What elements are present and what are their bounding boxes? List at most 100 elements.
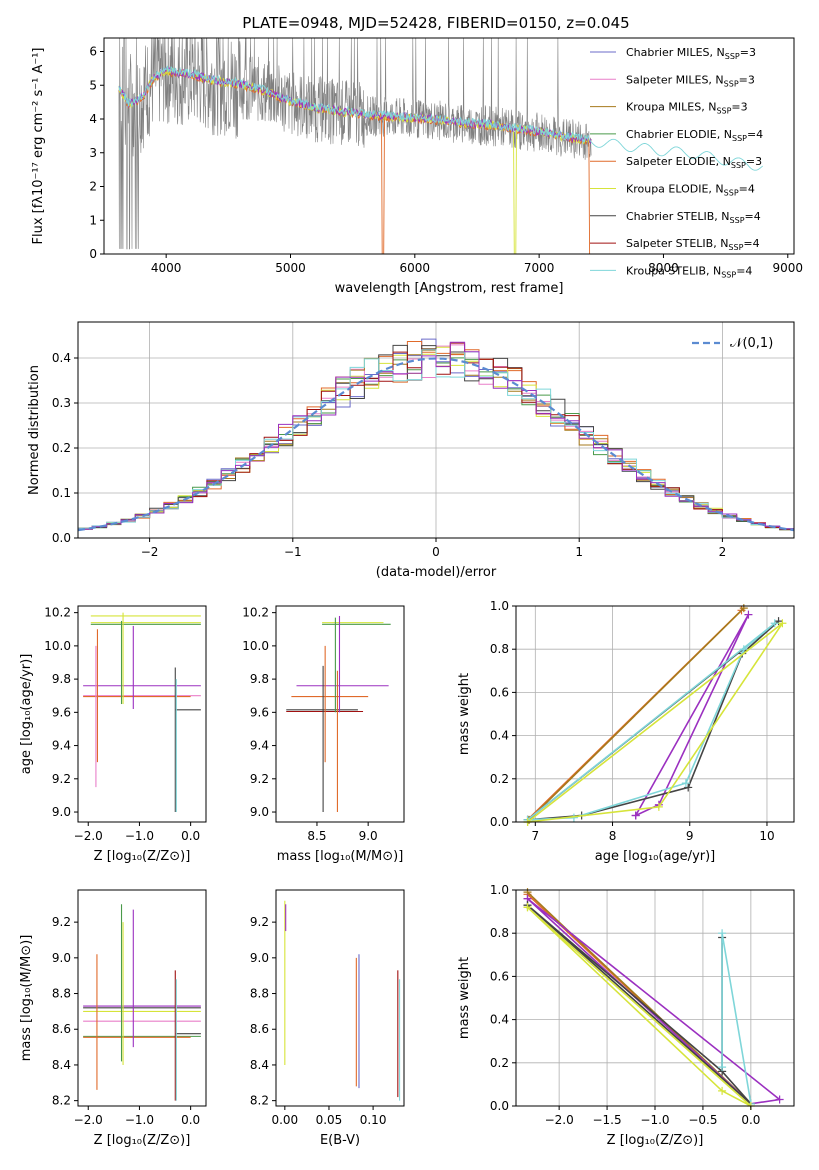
mass_vs_ebv-panel: 0.00 0.05 0.10 8.2 8.4 8.6 8.8 9.0 9.2 E(B-V) [250,889,405,1148]
y-tick-label: 1.0 [490,599,509,613]
normal-curve [77,357,795,532]
y-tick-label: 10.0 [44,639,71,653]
x-axis-label: mass [log₁₀(M/M⊙)] [277,849,404,864]
mass_vs_z-panel: −2.0 −1.0 0.0 8.2 8.4 8.6 8.8 9.0 9.2 Z [log₁₀(Z/… [19,889,207,1148]
legend-entry: Chabrier ELODIE, NSSP=4 [626,128,763,143]
x-tick-label: 9000 [773,261,804,275]
y-axis-label: mass weight [457,673,472,755]
y-tick-label: 0.8 [490,642,509,656]
y-tick-label: 9.8 [250,672,269,686]
x-axis-label: Z [log₁₀(Z/Z⊙)] [94,849,191,864]
x-axis-label: Z [log₁₀(Z/Z⊙)] [607,1133,704,1148]
y-tick-label: 2 [89,180,97,194]
y-tick-label: 9.6 [52,705,71,719]
weight-point-marker [770,619,779,628]
y-axis-label: age [log₁₀(age/yr)] [19,654,34,775]
model-spectrum-line [118,67,592,254]
y-tick-label: 3 [89,146,97,160]
x-tick-label: 7 [531,829,539,843]
weight-point-marker [744,610,753,619]
y-tick-label: 9.0 [250,805,269,819]
weight-point-marker [523,903,532,912]
residuals-panel: −2 −1 0 1 2 0.0 0.1 0.2 0.3 0.4 (data-model)/error… [27,321,795,580]
y-tick-label: 8.6 [250,1022,269,1036]
y-tick-label: 9.2 [250,772,269,786]
y-tick-label: 0.4 [490,729,509,743]
x-tick-label: 0.00 [271,1113,298,1127]
y-tick-label: 10.0 [242,639,269,653]
y-axis-label: Flux [fλ10⁻¹⁷ erg cm⁻² s⁻¹ A⁻¹] [31,48,46,245]
weight-series-line [721,933,752,1104]
legend-entry: Kroupa ELODIE, NSSP=4 [626,183,755,198]
y-tick-label: 9.0 [52,951,71,965]
weight-series-line [526,906,752,1107]
y-tick-label: 5 [89,78,97,92]
x-tick-label: −2.0 [74,829,103,843]
weight-point-marker [718,929,727,938]
y-tick-label: 9.0 [250,951,269,965]
weight-series-line [526,897,782,1105]
y-tick-label: 0.8 [490,926,509,940]
y-axis-label: mass weight [457,957,472,1039]
y-tick-label: 4 [89,112,97,126]
x-tick-label: 7000 [524,261,555,275]
x-tick-label: 10 [759,829,774,843]
weight-point-marker [739,645,748,654]
axes-frame [275,889,405,1107]
x-tick-label: −0.5 [688,1113,717,1127]
x-tick-label: 0.0 [741,1113,760,1127]
y-tick-label: 0.0 [52,531,71,545]
y-tick-label: 8.8 [250,987,269,1001]
weight-series-line [526,904,752,1105]
x-tick-label: 0.10 [360,1113,387,1127]
x-tick-label: 1 [575,545,583,559]
y-tick-label: 0.1 [52,486,71,500]
weight-point-marker [631,811,640,820]
x-tick-label: 8 [609,829,617,843]
x-tick-label: −1.0 [125,1113,154,1127]
x-tick-label: −1.5 [592,1113,621,1127]
age_vs_z-panel: −2.0 −1.0 0.0 9.0 9.2 9.4 9.6 9.8 10.0 10.2 Z [log… [19,605,207,864]
x-tick-label: −2.0 [545,1113,574,1127]
model-spectrum-line [118,66,592,144]
y-tick-label: 9.8 [52,672,71,686]
y-tick-label: 0.3 [52,396,71,410]
legend-entry: 𝒩(0,1) [730,336,773,351]
x-axis-label: wavelength [Angstrom, rest frame] [335,281,564,296]
plots-layer: 4000 5000 6000 7000 8000 9000 0 1 2 3 4 5 6 wavelengt… [19,37,804,1148]
y-tick-label: 0.2 [490,772,509,786]
y-tick-label: 9.0 [52,805,71,819]
weight-point-marker [778,619,787,628]
y-tick-label: 0.4 [52,351,71,365]
x-tick-label: 0.0 [181,1113,200,1127]
weight_vs_age-panel: 7 8 9 10 0.0 0.2 0.4 0.6 0.8 1.0 age [log₁₀(age/yr… [457,599,795,864]
y-tick-label: 8.8 [52,987,71,1001]
x-tick-label: 8000 [648,261,679,275]
y-tick-label: 8.2 [250,1094,269,1108]
y-tick-label: 0.4 [490,1013,509,1027]
x-axis-label: age [log₁₀(age/yr)] [595,849,716,864]
weight-point-marker [654,802,663,811]
weight-point-marker [739,604,748,613]
y-tick-label: 8.4 [52,1058,71,1072]
weight-point-marker [775,1095,784,1104]
y-tick-label: 9.2 [52,915,71,929]
y-tick-label: 9.4 [250,739,269,753]
weight-point-marker [718,1086,727,1095]
y-tick-label: 0.6 [490,969,509,983]
histogram-step [78,341,794,538]
data-spectrum-line [118,38,592,250]
age_vs_mass-panel: 8.5 9.0 9.0 9.2 9.4 9.6 9.8 10.0 10.2 mass [log₁₀… [242,605,405,864]
y-tick-label: 10.2 [242,606,269,620]
axes-frame [103,37,795,255]
legend-entry: Salpeter ELODIE, NSSP=3 [626,155,762,170]
weight-point-marker [681,779,690,788]
legend-entry: Salpeter STELIB, NSSP=4 [626,237,760,252]
y-tick-label: 0.0 [490,815,509,829]
y-tick-label: 8.2 [52,1094,71,1108]
axes-frame [515,605,795,823]
y-tick-label: 0.6 [490,685,509,699]
x-axis-label: E(B-V) [320,1133,360,1148]
weight-series-line [528,607,745,821]
legend-entry: Kroupa MILES, NSSP=3 [626,101,748,116]
